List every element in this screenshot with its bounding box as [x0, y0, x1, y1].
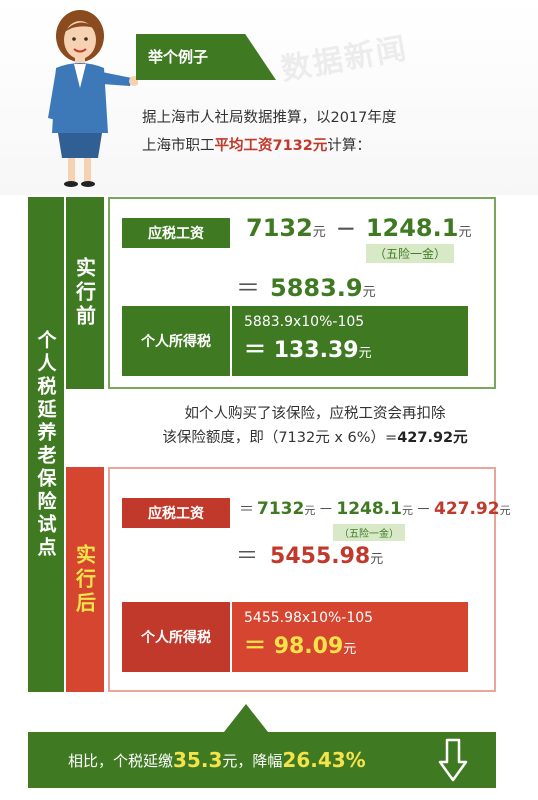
- after-tax-label: 个人所得税: [122, 602, 230, 672]
- before-tax-formula: 5883.9x10%-105: [244, 314, 365, 330]
- after-label: 实行后: [66, 467, 104, 692]
- after-equals: ＝: [239, 500, 255, 518]
- before-tax-result: ＝ 133.39元: [244, 332, 468, 364]
- summary-percent: 26.43%: [282, 748, 366, 772]
- insurance-amount: 427.92元: [397, 430, 468, 446]
- intro-text: 据上海市人社局数据推算，以2017年度 上海市职工平均工资7132元计算：: [142, 104, 522, 160]
- before-label: 实行前: [66, 197, 104, 389]
- before-taxable-unit: 元: [362, 285, 376, 300]
- before-salary-unit: 元: [312, 225, 326, 240]
- before-tax-label: 个人所得税: [122, 306, 230, 376]
- before-minus: －: [335, 217, 356, 241]
- after-tax-box: 5455.98x10%-105 ＝ 98.09元: [232, 602, 468, 672]
- down-arrow-icon: [438, 738, 468, 782]
- after-salary-unit: 元: [304, 504, 316, 517]
- after-taxable-unit: 元: [370, 552, 384, 567]
- side-title: 个人税延养老保险试点: [28, 197, 64, 692]
- before-salary: 7132: [246, 214, 313, 242]
- summary-middle: 降幅: [252, 751, 283, 770]
- summary-bar: 相比，个税延缴 35.3 元， 降幅 26.43%: [28, 732, 496, 788]
- after-deduction-note: （五险一金）: [333, 524, 405, 541]
- before-tax-value: 133.39: [273, 338, 359, 363]
- before-taxable-result: ＝ 5883.9元: [236, 268, 376, 303]
- after-taxable-result: ＝ 5455.98元: [236, 538, 383, 570]
- after-tax-eq: ＝: [244, 634, 267, 659]
- after-taxable-label: 应税工资: [122, 498, 230, 528]
- presenter-illustration: [48, 10, 138, 187]
- intro-line-2-prefix: 上海市职工: [142, 138, 215, 154]
- before-tax-eq: ＝: [244, 338, 267, 363]
- before-calculation: 7132元－ 1248.1元: [246, 213, 471, 242]
- summary-unit: 元，: [222, 751, 253, 770]
- after-deduction: 1248.1: [336, 499, 402, 519]
- after-deduction-unit: 元: [401, 504, 413, 517]
- after-calculation: ＝ 7132元－ 1248.1元－ 427.92元: [236, 498, 511, 519]
- before-equals: ＝: [236, 274, 260, 302]
- after-tax-formula: 5455.98x10%-105: [244, 610, 374, 626]
- before-taxable-label: 应税工资: [122, 218, 230, 248]
- after-tax-unit: 元: [343, 642, 357, 657]
- after-tax-result: ＝ 98.09元: [244, 628, 468, 660]
- before-taxable-value: 5883.9: [270, 274, 363, 302]
- after-salary: 7132: [257, 499, 305, 519]
- after-insurance: 427.92: [433, 499, 500, 519]
- average-salary-highlight: 平均工资7132元: [214, 138, 328, 154]
- after-taxable-value: 5455.98: [270, 544, 371, 569]
- after-minus-2: －: [415, 500, 431, 518]
- intro-line-1: 据上海市人社局数据推算，以2017年度: [142, 110, 397, 126]
- middle-explanation: 如个人购买了该保险，应税工资会再扣除 该保险额度，即（7132元 x 6%）=4…: [110, 402, 520, 450]
- middle-line-2-prefix: 该保险额度，即（7132元 x 6%）=: [162, 430, 398, 446]
- middle-line-1: 如个人购买了该保险，应税工资会再扣除: [184, 406, 446, 422]
- before-deduction-unit: 元: [458, 225, 472, 240]
- summary-amount: 35.3: [173, 748, 223, 772]
- pointer-triangle: [224, 704, 268, 732]
- after-tax-value: 98.09: [273, 634, 344, 659]
- summary-prefix: 相比，个税延缴: [68, 751, 174, 770]
- after-minus-1: －: [318, 500, 334, 518]
- before-deduction-note: （五险一金）: [366, 244, 455, 263]
- intro-line-2: 上海市职工平均工资7132元计算：: [142, 132, 522, 160]
- intro-line-2-suffix: 计算：: [327, 138, 371, 154]
- before-tax-box: 5883.9x10%-105 ＝ 133.39元: [232, 306, 468, 376]
- before-tax-unit: 元: [358, 346, 372, 361]
- middle-line-2: 该保险额度，即（7132元 x 6%）=427.92元: [110, 426, 520, 450]
- before-deduction: 1248.1: [365, 214, 459, 242]
- after-result-equals: ＝: [236, 544, 259, 569]
- after-insurance-unit: 元: [499, 504, 511, 517]
